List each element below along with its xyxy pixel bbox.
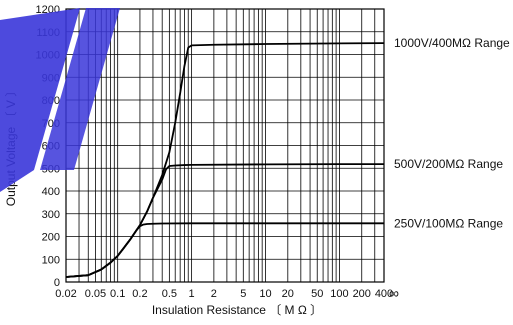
x-tick-label-6: 2 [211,288,217,300]
y-tick-label-0: 0 [54,277,60,289]
x-tick-label-1: 0.05 [85,288,106,300]
y-tick-label-11: 1100 [36,27,60,39]
y-tick-labels: 0 100 200 300 400 500 600 700 800 900 1000 1100 1200 [36,4,60,289]
y-tick-label-9: 900 [42,72,60,84]
x-tick-label-11: 100 [330,288,348,300]
y-tick-label-3: 300 [42,209,60,221]
series-labels: 250V/100MΩ Range 500V/200MΩ Range 1000V/40… [394,36,510,230]
y-tick-label-7: 700 [42,118,60,130]
x-axis-label: Insulation Resistance 〔 M Ω 〕 [152,303,322,317]
y-tick-label-8: 800 [42,95,60,107]
y-axis-label: Output Voltage 〔 V 〕 [4,85,18,206]
x-tick-label-2: 0.1 [110,288,125,300]
y-tick-label-5: 500 [42,163,60,175]
x-tick-label-4: 0.5 [162,288,177,300]
grid [66,8,384,283]
y-tick-label-2: 200 [42,232,60,244]
y-tick-label-4: 400 [42,186,60,198]
x-tick-label-3: 0.2 [132,288,147,300]
x-tick-labels: 0.02 0.05 0.1 0.2 0.5 1 2 5 10 20 50 100 200 400 [55,288,393,300]
x-tick-label-5: 1 [189,288,195,300]
series-label-2: 1000V/400MΩ Range [394,36,510,50]
y-tick-label-10: 1000 [36,50,60,62]
series-label-0: 250V/100MΩ Range [394,216,503,230]
x-tick-label-9: 20 [282,288,294,300]
x-tick-label-13: 400 [375,288,393,300]
x-tick-label-12: 200 [353,288,371,300]
series-lines [65,42,385,278]
series-label-1: 500V/200MΩ Range [394,157,503,171]
x-tick-label-10: 50 [311,288,323,300]
x-tick-label-8: 10 [259,288,271,300]
series-line-2 [65,42,385,278]
x-tick-label-7: 5 [240,288,246,300]
y-tick-label-12: 1200 [36,4,60,16]
x-tick-label-0: 0.02 [55,288,76,300]
y-tick-label-6: 600 [42,141,60,153]
x-end-label-infinity: ∞ [389,285,399,301]
y-tick-label-1: 100 [42,254,60,266]
